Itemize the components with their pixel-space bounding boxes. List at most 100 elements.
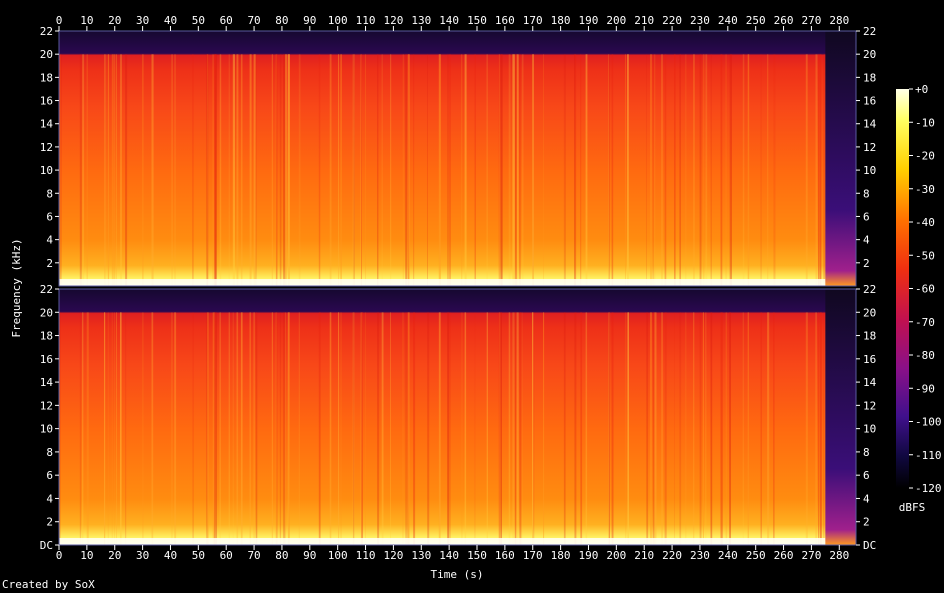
time-tick-label-top: 150 (467, 14, 487, 27)
frequency-tick-label-right: 14 (863, 118, 877, 131)
spectral-streak (249, 54, 252, 287)
spectral-streak (283, 312, 286, 545)
spectral-streak (464, 312, 467, 545)
spectral-streak (819, 54, 822, 287)
spectral-streak (521, 54, 524, 287)
frequency-tick-label-left: 18 (40, 71, 53, 84)
spectral-streak (543, 54, 544, 287)
spectral-streak (628, 312, 629, 545)
spectral-streak (212, 54, 214, 287)
time-tick-label-bottom: 260 (774, 549, 794, 562)
spectral-streak (107, 54, 110, 287)
spectral-streak (742, 312, 744, 545)
spectral-streak (652, 54, 654, 287)
spectral-streak (214, 312, 216, 545)
spectral-streak (654, 312, 657, 545)
spectral-streak (580, 54, 582, 287)
time-tick-label-bottom: 0 (56, 549, 63, 562)
spectral-streak (625, 54, 626, 287)
frequency-tick-label-left: 10 (40, 164, 53, 177)
colorbar-tick-label: -90 (915, 382, 935, 395)
spectral-streak (288, 312, 290, 545)
time-tick-label-top: 180 (551, 14, 571, 27)
time-tick-label-bottom: 170 (523, 549, 543, 562)
time-tick-label-bottom: 110 (356, 549, 376, 562)
spectral-streak (249, 312, 251, 545)
time-tick-label-bottom: 70 (247, 549, 260, 562)
spectral-streak (407, 54, 410, 287)
spectral-streak (340, 54, 342, 287)
spectral-streak (275, 312, 277, 545)
frequency-tick-label-right: 10 (863, 423, 876, 436)
spectral-streak (513, 312, 515, 545)
frequency-tick-label-right: 12 (863, 399, 876, 412)
time-axis-bottom: 0 10 20 30 40 50 60 70 80 90 100 110 120 130 140 150 160… (56, 545, 849, 562)
spectral-streak (823, 312, 825, 545)
frequency-tick-label-right: 10 (863, 164, 876, 177)
dbfs-colorbar: +0 -10 -20 -30 -40 -50 -60 -70 -80 -90 -100 -110 -12… (896, 83, 942, 514)
spectral-streak (650, 312, 653, 545)
spectral-streak (288, 312, 290, 545)
frequency-tick-label-left: 14 (40, 376, 54, 389)
spectral-streak (279, 54, 282, 287)
spectral-streak (699, 54, 702, 287)
spectral-streak (532, 54, 534, 287)
time-axis-top: 0 10 20 30 40 50 60 70 80 90 100 110 120 130 140 150 160… (56, 14, 849, 31)
frequency-tick-label-right: 22 (863, 283, 876, 296)
time-tick-label-top: 140 (439, 14, 459, 27)
spectral-streak (574, 54, 576, 287)
time-tick-label-bottom: 180 (551, 549, 571, 562)
spectral-streak (413, 54, 415, 287)
spectral-streak (142, 54, 144, 287)
spectral-streak (461, 312, 463, 545)
spectral-streak (104, 54, 107, 287)
spectral-streak (59, 312, 60, 545)
spectral-streak (298, 312, 300, 545)
frequency-tick-label-left: 18 (40, 330, 53, 343)
time-tick-label-bottom: 80 (275, 549, 288, 562)
time-tick-label-top: 260 (774, 14, 794, 27)
time-tick-label-top: 100 (328, 14, 348, 27)
spectral-streak (664, 312, 667, 545)
spectral-streak (338, 312, 340, 545)
time-tick-label-top: 0 (56, 14, 63, 27)
spectral-streak (702, 54, 705, 287)
spectral-streak (664, 54, 667, 287)
spectral-streak (405, 312, 407, 545)
spectral-streak (111, 312, 113, 545)
spectral-streak (513, 54, 515, 287)
spectral-streak (474, 312, 476, 545)
spectral-streak (288, 54, 290, 287)
time-tick-label-top: 170 (523, 14, 543, 27)
spectrogram-channel-2 (58, 288, 857, 546)
time-tick-label-top: 240 (718, 14, 738, 27)
time-tick-label-bottom: 220 (662, 549, 682, 562)
frequency-tick-label-right: DC (863, 539, 876, 552)
colorbar-tick-label: +0 (915, 83, 928, 96)
frequency-tick-label-left: 10 (40, 423, 53, 436)
frequency-tick-label-right: 8 (863, 446, 870, 459)
spectral-streak (352, 312, 355, 545)
time-tick-label-top: 250 (746, 14, 766, 27)
spectral-streak (283, 54, 286, 287)
time-tick-label-top: 110 (356, 14, 376, 27)
colorbar-tick-label: -40 (915, 216, 935, 229)
spectral-streak (447, 54, 449, 287)
spectral-streak (543, 312, 545, 545)
time-tick-label-bottom: 270 (801, 549, 821, 562)
time-tick-label-bottom: 160 (495, 549, 515, 562)
spectral-streak (171, 312, 173, 545)
time-tick-label-bottom: 140 (439, 549, 459, 562)
frequency-tick-label-left: 20 (40, 306, 53, 319)
spectral-streak (674, 312, 675, 545)
spectral-streak (79, 54, 82, 287)
spectral-streak (500, 54, 503, 287)
time-tick-label-bottom: 150 (467, 549, 487, 562)
spectral-streak (563, 312, 566, 545)
spectral-streak (329, 312, 332, 545)
spectral-streak (574, 312, 576, 545)
time-tick-label-top: 220 (662, 14, 682, 27)
frequency-tick-label-left: 16 (40, 353, 53, 366)
spectral-streak (215, 312, 217, 545)
